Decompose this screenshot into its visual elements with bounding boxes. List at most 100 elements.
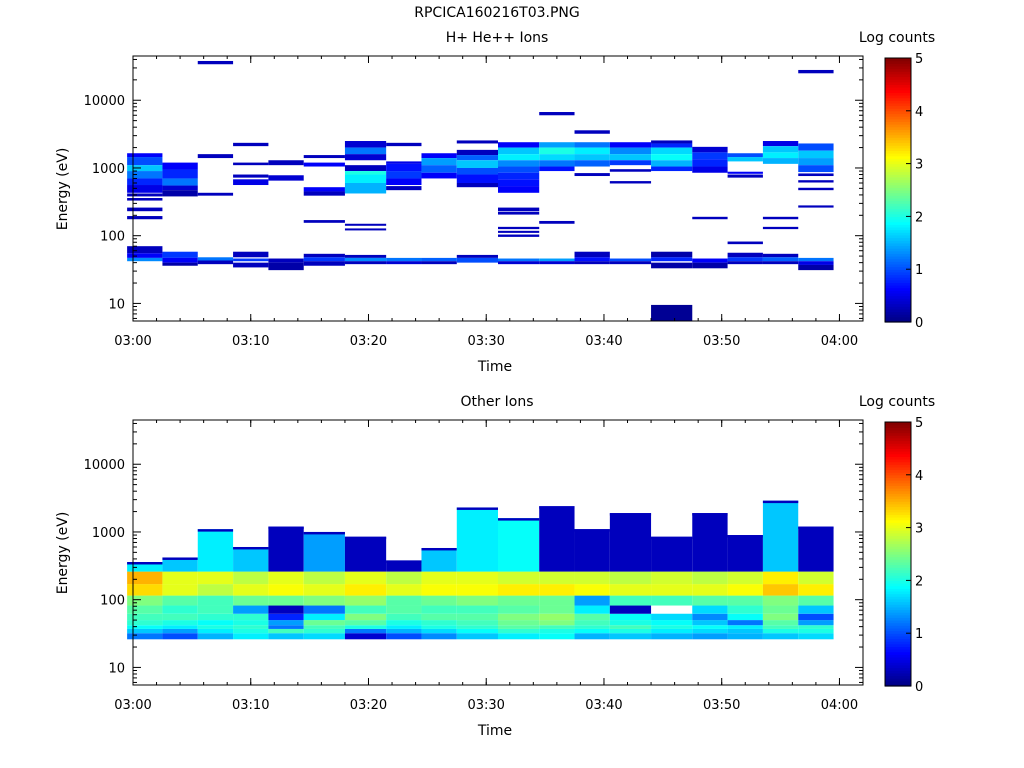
colorbar-swatch — [885, 546, 911, 550]
spectrogram-cell — [421, 613, 457, 621]
spectrogram-cell — [456, 257, 498, 263]
colorbar-swatch — [885, 84, 911, 88]
colorbar-swatch — [885, 638, 911, 642]
spectrogram-cell — [162, 185, 198, 191]
spectrogram-cell — [162, 178, 198, 186]
figure-title: RPCICA160216T03.PNG — [414, 5, 579, 21]
spectrogram-cell — [268, 160, 304, 166]
colorbar-swatch — [885, 675, 911, 679]
colorbar-swatch — [885, 153, 911, 157]
colorbar-swatch — [885, 155, 911, 159]
colorbar-swatch — [885, 116, 911, 120]
colorbar-swatch — [885, 635, 911, 640]
spectrogram-cell — [498, 226, 540, 230]
spectrogram-cell — [498, 620, 540, 626]
spectrogram-cell — [651, 143, 693, 148]
spectrogram-cell — [233, 628, 269, 634]
colorbar-swatch — [885, 211, 911, 215]
spectrogram-cell — [344, 228, 387, 231]
spectrogram-cell — [344, 625, 387, 629]
colorbar-swatch — [885, 176, 911, 181]
colorbar-swatch — [885, 522, 911, 526]
spectrogram-cell — [762, 216, 799, 220]
spectrogram-cell — [798, 625, 834, 629]
spectrogram-cell — [127, 628, 163, 634]
colorbar-swatch — [885, 229, 911, 233]
colorbar-swatch — [885, 620, 911, 624]
colorbar-swatch — [885, 306, 911, 310]
spectrogram-cell — [727, 261, 763, 265]
spectrogram-cell — [386, 605, 422, 614]
spectrogram-cell — [303, 584, 345, 596]
spectrogram-cell — [386, 560, 422, 572]
x-tick-label: 03:20 — [350, 698, 387, 713]
spectrogram-cell — [651, 166, 693, 172]
x-tick-label: 03:10 — [232, 698, 269, 713]
colorbar-swatch — [885, 142, 911, 146]
spectrogram-cell — [127, 157, 163, 166]
spectrogram-cell — [386, 571, 422, 585]
spectrogram-cell — [609, 513, 652, 516]
colorbar-swatch — [885, 567, 911, 571]
colorbar-swatch — [885, 540, 911, 545]
spectrogram-cell — [456, 149, 498, 156]
colorbar-swatch — [885, 232, 911, 236]
spectrogram-cell — [127, 605, 163, 614]
spectrogram-cell — [692, 513, 728, 572]
spectrogram-cell — [303, 531, 345, 535]
spectrogram-cell — [798, 595, 834, 606]
spectrogram-cell — [498, 518, 540, 521]
spectrogram-cell — [233, 620, 269, 626]
spectrogram-cell — [197, 571, 234, 585]
colorbar-swatch — [885, 298, 911, 302]
spectrogram-cell — [303, 571, 345, 585]
colorbar-tick-label: 3 — [915, 522, 923, 537]
heatmap-cells — [127, 500, 834, 640]
colorbar-swatch — [885, 258, 911, 262]
colorbar-swatch — [885, 464, 911, 468]
spectrogram-cell — [498, 571, 540, 585]
spectrogram-cell — [539, 261, 575, 265]
colorbar-swatch — [885, 583, 911, 587]
spectrogram-cell — [456, 628, 498, 634]
spectrogram-cell — [197, 257, 234, 261]
spectrogram-cell — [762, 633, 799, 640]
spectrogram-cell — [798, 571, 834, 585]
colorbar-swatch — [885, 300, 911, 305]
spectrogram-cell — [127, 571, 163, 585]
colorbar-swatch — [885, 554, 911, 558]
spectrogram-cell — [197, 620, 234, 626]
colorbar-swatch — [885, 445, 911, 449]
colorbar-swatch — [885, 190, 911, 194]
colorbar-swatch — [885, 485, 911, 489]
spectrogram-cell — [609, 584, 652, 596]
x-tick-label: 03:50 — [703, 698, 740, 713]
spectrogram-cell — [233, 546, 269, 572]
spectrogram-cell — [456, 507, 498, 510]
heatmap-cells — [127, 60, 834, 321]
spectrogram-cell — [268, 613, 304, 621]
spectrogram-cell — [651, 633, 693, 640]
spectrogram-cell — [344, 584, 387, 596]
spectrogram-cell — [386, 595, 422, 606]
spectrogram-cell — [268, 584, 304, 596]
spectrogram-cell — [303, 187, 345, 192]
axes: 03:00 03:10 03:20 03:30 03:40 03:50 04:00 10 100… — [84, 420, 864, 713]
colorbar-swatch — [885, 564, 911, 568]
spectrogram-cell — [762, 571, 799, 585]
colorbar-swatch — [885, 612, 911, 616]
spectrogram-cell — [498, 234, 540, 237]
colorbar-tick-label: 4 — [915, 105, 923, 120]
spectrogram-cell — [162, 262, 198, 266]
colorbar-swatch — [885, 501, 911, 505]
spectrogram-cell — [762, 584, 799, 596]
panel-title: Other Ions — [460, 394, 533, 410]
spectrogram-cell — [197, 60, 234, 65]
colorbar-swatch — [885, 121, 911, 125]
axes: 03:00 03:10 03:20 03:30 03:40 03:50 04:00 10 100… — [84, 56, 864, 349]
spectrogram-cell — [456, 140, 498, 144]
spectrogram-cell — [268, 258, 304, 263]
colorbar-swatch — [885, 627, 911, 632]
spectrogram-cell — [421, 633, 457, 640]
colorbar-swatch — [885, 432, 911, 436]
